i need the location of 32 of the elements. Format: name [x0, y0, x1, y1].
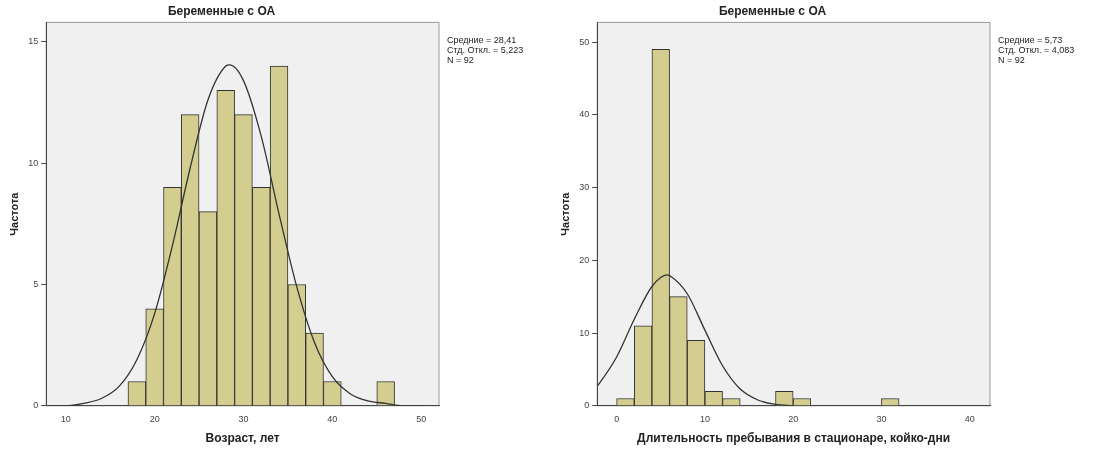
y-tick-label: 20 [579, 254, 590, 265]
y-tick-label: 10 [579, 327, 590, 338]
chart-title: Беременные с ОА [167, 3, 276, 18]
text: Стд. Откл. = 4,083 [998, 45, 1075, 56]
x-tick-label: 40 [964, 413, 975, 424]
x-axis-title: Возраст, лет [205, 431, 280, 446]
y-tick-label: 0 [584, 400, 590, 411]
x-axis-title: Длительность пребывания в стационаре, койко-дни [637, 431, 951, 446]
y-tick-label: 0 [33, 400, 39, 411]
x-tick-label: 10 [60, 413, 71, 424]
y-tick-label: 10 [28, 157, 39, 168]
x-tick-label: 20 [149, 413, 160, 424]
x-tick-label: 0 [614, 413, 620, 424]
x-tick-label: 20 [788, 413, 799, 424]
text: Средние = 5,73 [998, 35, 1063, 46]
x-tick-label: 10 [699, 413, 710, 424]
chart-title: Беременные с ОА [718, 3, 827, 18]
x-tick-label: 30 [238, 413, 249, 424]
y-axis-title: Частота [558, 191, 571, 236]
y-tick-label: 15 [28, 36, 39, 47]
x-tick-label: 40 [327, 413, 338, 424]
text: N = 92 [998, 55, 1025, 66]
y-axis-title: Частота [7, 191, 20, 236]
y-tick-label: 50 [579, 36, 590, 47]
y-tick-label: 40 [579, 109, 590, 120]
x-tick-label: 50 [416, 413, 427, 424]
text: Средние = 28,41 [447, 35, 517, 46]
text: N = 92 [447, 55, 474, 66]
text: Стд. Откл. = 5,223 [447, 45, 524, 56]
y-tick-label: 5 [33, 278, 39, 289]
y-tick-label: 30 [579, 182, 590, 193]
x-tick-label: 30 [876, 413, 887, 424]
